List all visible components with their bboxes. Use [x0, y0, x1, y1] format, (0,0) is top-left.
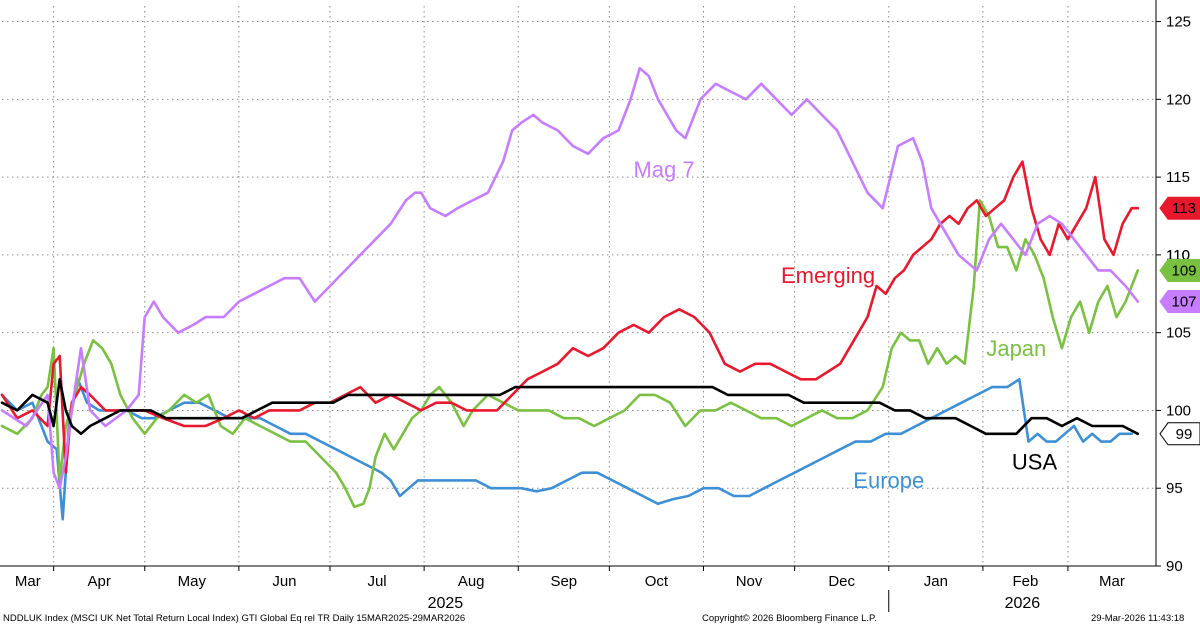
x-tick-label: Oct — [645, 573, 669, 590]
x-tick-label: Dec — [828, 573, 855, 590]
series-label-japan: Japan — [986, 336, 1046, 361]
y-tick-label: 105 — [1166, 325, 1191, 342]
last-value-tag-japan — [1159, 258, 1200, 282]
x-tick-label: Nov — [736, 573, 763, 590]
last-value-text-emerging: 113 — [1172, 200, 1196, 217]
y-tick-label: 120 — [1166, 91, 1191, 108]
y-tick-label: 115 — [1166, 169, 1190, 186]
x-tick-label: Aug — [458, 573, 485, 590]
x-tick-label: Apr — [88, 573, 111, 590]
x-tick-label: Feb — [1012, 573, 1038, 590]
last-value-tag-mag-7 — [1159, 290, 1200, 314]
series-label-europe: Europe — [853, 468, 924, 493]
x-tick-label: Jan — [924, 573, 948, 590]
x-tick-label: May — [178, 573, 207, 590]
last-value-tag-usa — [1159, 422, 1200, 446]
footer-index-description: NDDLUK Index (MSCI UK Net Total Return L… — [3, 613, 466, 624]
y-tick-label: 95 — [1166, 480, 1183, 497]
y-tick-label: 90 — [1166, 558, 1183, 575]
series-label-usa: USA — [1012, 450, 1058, 475]
year-label-2025: 2025 — [428, 595, 464, 612]
series-line-mag-7 — [0, 66, 1140, 490]
series-line-emerging — [0, 160, 1140, 474]
y-tick-label: 100 — [1166, 402, 1191, 419]
footer-timestamp: 29-Mar-2026 11:43:18 — [1091, 613, 1185, 624]
x-tick-label: Mar — [1099, 573, 1125, 590]
series-label-emerging: Emerging — [781, 263, 875, 288]
last-value-text-japan: 109 — [1171, 262, 1196, 279]
y-tick-label: 125 — [1166, 14, 1191, 31]
x-tick-label: Jun — [272, 573, 296, 590]
x-tick-label: Mar — [15, 573, 41, 590]
series-line-europe — [0, 378, 1133, 521]
year-label-2026: 2026 — [1005, 595, 1041, 612]
series-line-usa — [0, 378, 1140, 436]
last-value-tag-emerging — [1159, 196, 1200, 220]
series-label-mag-7: Mag 7 — [633, 157, 694, 182]
series-line-japan — [0, 199, 1140, 509]
series-layer — [0, 66, 1140, 521]
grid-layer — [2, 6, 1156, 567]
series-label-layer: Europe Japan Emerging Mag 7 USA — [633, 157, 1057, 493]
x-tick-label: Jul — [367, 573, 386, 590]
footer-copyright: Copyright© 2026 Bloomberg Finance L.P. — [702, 613, 877, 624]
last-value-text-mag-7: 107 — [1171, 294, 1196, 311]
x-tick-label: Sep — [550, 573, 577, 590]
last-value-text-usa: 99 — [1176, 426, 1193, 443]
